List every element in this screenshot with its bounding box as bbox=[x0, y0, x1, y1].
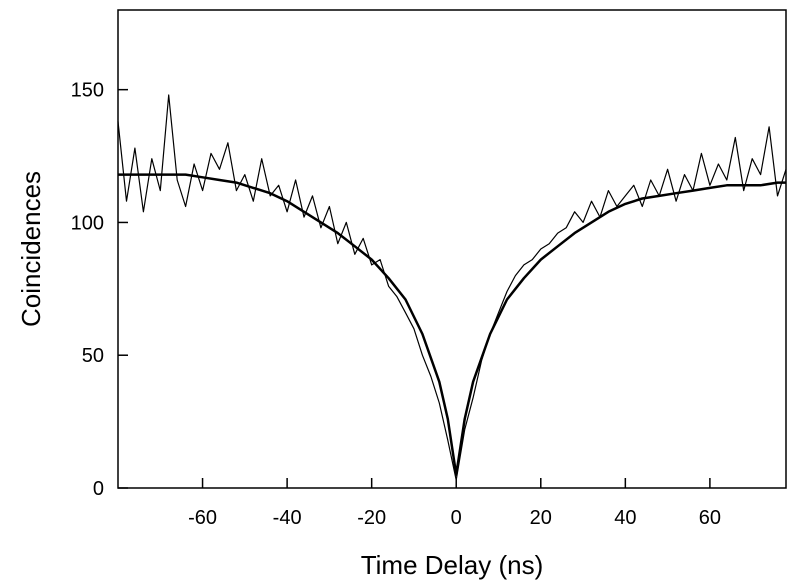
y-axis-ticks: 0 50 100 150 bbox=[71, 80, 128, 500]
x-axis-title: Time Delay (ns) bbox=[361, 550, 544, 580]
x-tick-label: 0 bbox=[451, 507, 462, 529]
y-axis-title: Coincidences bbox=[16, 171, 46, 327]
series-measured-line bbox=[117, 94, 787, 481]
y-tick-label: 50 bbox=[82, 345, 104, 367]
y-tick-label: 0 bbox=[93, 478, 104, 500]
series-fit-line bbox=[118, 173, 786, 476]
x-tick-label: 40 bbox=[614, 507, 636, 529]
y-tick-label: 100 bbox=[71, 212, 104, 234]
y-tick-label: 150 bbox=[71, 80, 104, 102]
x-tick-label: -20 bbox=[357, 507, 386, 529]
plot-frame bbox=[117, 9, 787, 489]
x-tick-label: 20 bbox=[530, 507, 552, 529]
x-tick-label: 60 bbox=[699, 507, 721, 529]
x-tick-label: -60 bbox=[188, 507, 217, 529]
x-axis-ticks: -60 -40 -20 0 20 40 60 bbox=[188, 478, 721, 529]
series-layer bbox=[117, 94, 787, 481]
x-tick-label: -40 bbox=[273, 507, 302, 529]
